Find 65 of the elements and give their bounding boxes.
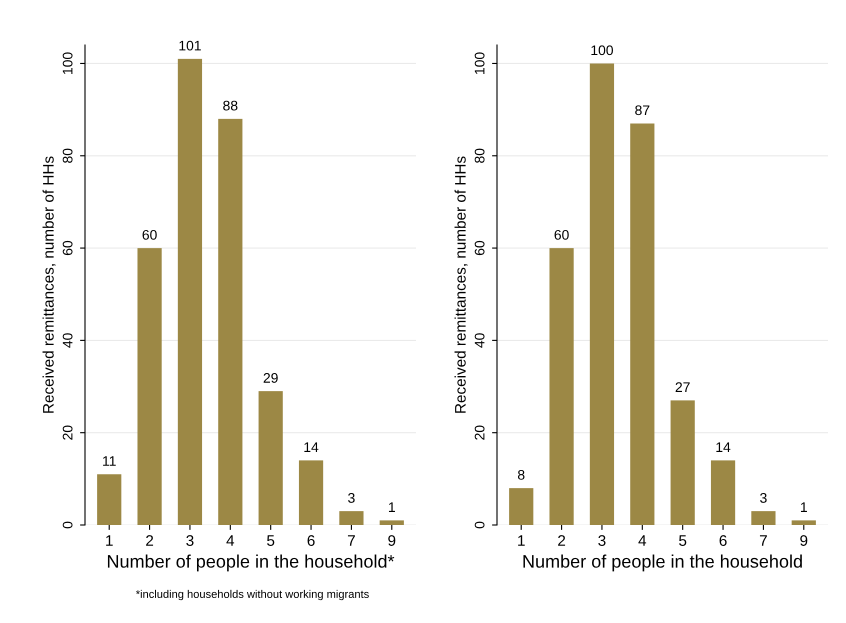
data-label: 101 <box>179 40 201 51</box>
x-tick-label: 7 <box>348 535 355 546</box>
data-label: 29 <box>264 373 278 383</box>
bar <box>178 58 202 525</box>
y-tick-label: 0 <box>62 522 73 528</box>
bar <box>298 460 324 525</box>
bar <box>630 123 654 525</box>
data-label: 3 <box>348 493 355 503</box>
bar <box>137 248 162 525</box>
bar <box>97 474 122 525</box>
x-axis-title: Number of people in the household <box>523 554 802 572</box>
x-tick-label: 4 <box>638 535 646 546</box>
bar <box>751 511 776 525</box>
bar <box>710 460 736 525</box>
y-tick-label: 40 <box>474 333 485 348</box>
x-tick-label: 6 <box>720 535 727 546</box>
x-tick-label: 2 <box>146 535 154 546</box>
y-tick-label: 60 <box>62 240 73 256</box>
x-tick-label: 6 <box>308 535 315 546</box>
x-tick-label: 7 <box>760 535 767 546</box>
y-tick-label: 100 <box>62 52 73 74</box>
x-tick-label: 1 <box>106 535 113 546</box>
y-tick-label: 60 <box>474 240 485 256</box>
bar <box>549 248 574 525</box>
x-axis-title: Number of people in the household* <box>108 554 394 572</box>
bar <box>509 488 534 525</box>
bar <box>339 511 364 525</box>
x-tick-label: 9 <box>388 535 396 546</box>
data-label: 3 <box>760 493 767 503</box>
y-tick-label: 100 <box>474 52 485 74</box>
y-tick-label: 40 <box>62 333 73 348</box>
data-label: 27 <box>676 382 690 392</box>
x-tick-label: 3 <box>186 535 194 546</box>
data-label: 60 <box>554 230 569 240</box>
x-tick-label: 5 <box>679 535 686 546</box>
bar <box>792 520 816 525</box>
data-label: 14 <box>716 442 730 452</box>
data-label: 1 <box>800 502 807 512</box>
bar <box>590 63 614 525</box>
x-tick-label: 4 <box>226 535 234 546</box>
y-axis-title: Received remittances, number of HHs <box>454 156 468 413</box>
y-axis-title: Received remittances, number of HHs <box>42 156 56 413</box>
y-tick-label: 0 <box>474 522 485 528</box>
bar <box>380 520 404 525</box>
x-tick-label: 5 <box>267 535 274 546</box>
bar <box>258 391 283 525</box>
data-label: 87 <box>635 105 650 116</box>
bar <box>670 400 695 525</box>
data-label: 14 <box>304 442 318 452</box>
x-tick-label: 2 <box>558 535 566 546</box>
data-label: 1 <box>388 502 395 512</box>
y-tick-label: 20 <box>474 426 485 440</box>
text: *including households without working migrants <box>136 590 369 600</box>
x-tick-label: 3 <box>598 535 606 546</box>
bar <box>218 118 242 525</box>
y-tick-label: 80 <box>62 148 73 163</box>
y-tick-label: 80 <box>474 148 485 163</box>
x-tick-label: 9 <box>800 535 808 546</box>
data-label: 88 <box>223 100 238 111</box>
data-label: 8 <box>518 470 524 480</box>
x-tick-label: 1 <box>518 535 525 546</box>
y-tick-label: 20 <box>62 426 73 440</box>
data-label: 60 <box>142 230 157 240</box>
data-label: 11 <box>103 456 116 466</box>
data-label: 100 <box>591 45 613 56</box>
